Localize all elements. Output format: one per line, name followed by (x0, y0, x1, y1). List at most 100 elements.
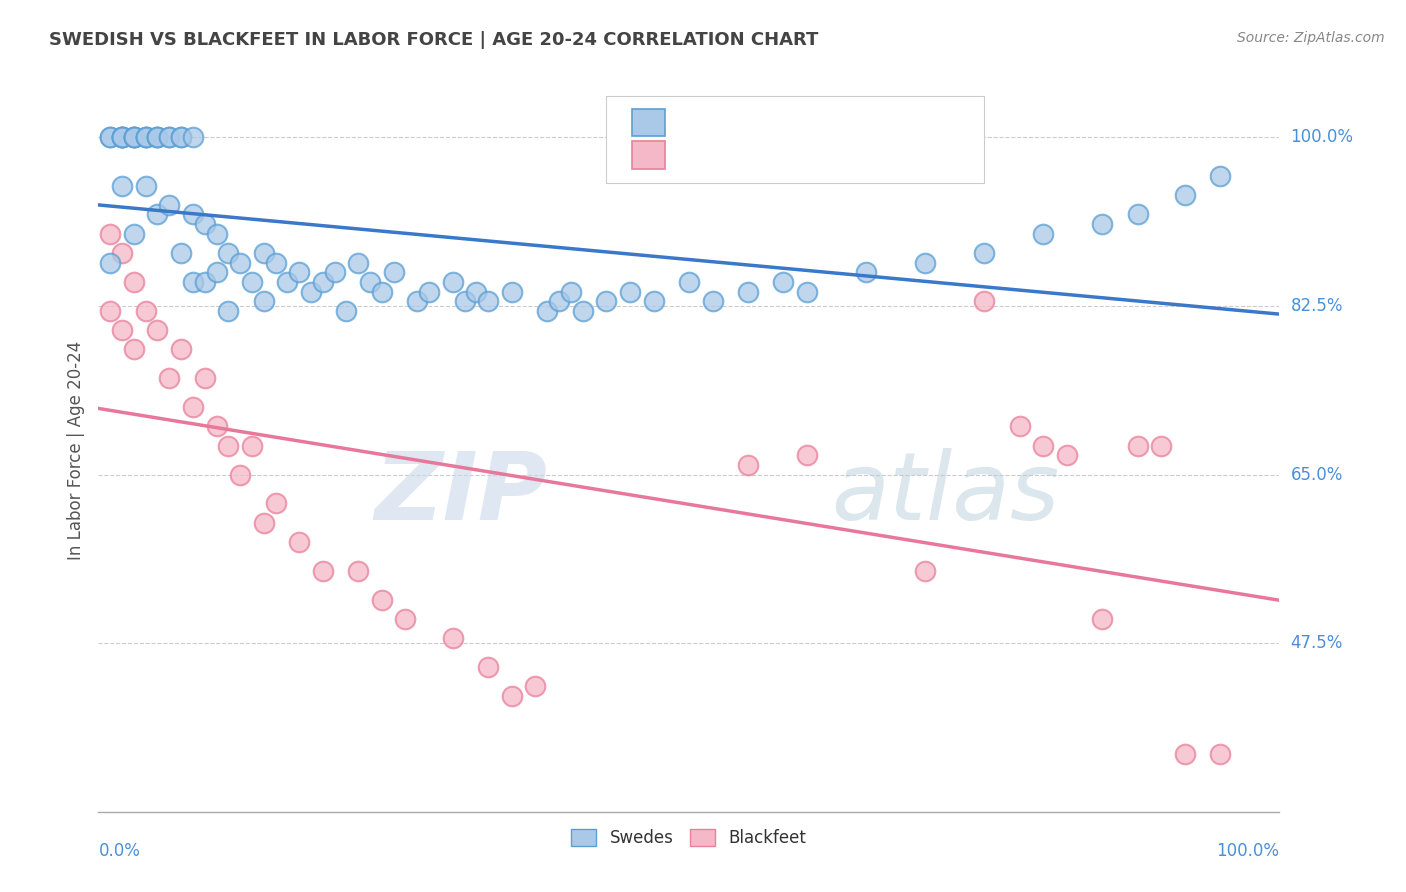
Point (194, 217, 217, 231)
Point (122, 343, 145, 357)
Point (135, 303, 157, 318)
Point (146, 323, 169, 337)
Point (477, 660, 499, 674)
Point (181, 275, 204, 289)
Text: 100.0%: 100.0% (1216, 842, 1279, 860)
Point (371, 592, 394, 607)
Point (371, 285, 394, 299)
Text: 82.5%: 82.5% (1291, 297, 1343, 315)
Point (737, 285, 759, 299)
Point (465, 285, 488, 299)
Point (157, 371, 180, 385)
Point (135, 130, 157, 145)
Text: 65.0%: 65.0% (1291, 466, 1343, 483)
Point (973, 294, 995, 309)
Point (1091, 612, 1114, 626)
Point (253, 516, 276, 530)
Point (253, 246, 276, 260)
Bar (633, 109, 665, 136)
Legend: Swedes, Blackfeet: Swedes, Blackfeet (565, 822, 813, 854)
Point (181, 207, 204, 221)
Point (1032, 227, 1054, 241)
Point (122, 227, 145, 241)
Point (217, 246, 239, 260)
Point (1174, 188, 1197, 202)
Point (524, 680, 547, 694)
Point (98, 130, 121, 145)
Point (205, 227, 228, 241)
Bar (633, 141, 665, 169)
Text: R =  0.550    N = 79: R = 0.550 N = 79 (679, 113, 876, 131)
Text: R = -0.430    N = 39: R = -0.430 N = 39 (679, 146, 877, 164)
Point (170, 246, 193, 260)
Point (135, 130, 157, 145)
Point (347, 564, 370, 578)
Point (194, 371, 217, 385)
Point (98, 227, 121, 241)
Point (205, 265, 228, 279)
Text: Source: ZipAtlas.com: Source: ZipAtlas.com (1237, 31, 1385, 45)
Point (111, 178, 134, 193)
Point (98, 255, 121, 269)
Point (737, 458, 759, 472)
Point (194, 275, 217, 289)
Point (1091, 217, 1114, 231)
Point (122, 130, 145, 145)
Point (229, 255, 252, 269)
Point (548, 294, 571, 309)
Point (229, 467, 252, 482)
Point (135, 178, 157, 193)
Point (441, 632, 464, 646)
Y-axis label: In Labor Force | Age 20-24: In Labor Force | Age 20-24 (66, 341, 84, 560)
Point (111, 130, 134, 145)
Point (571, 303, 593, 318)
Point (1174, 747, 1197, 761)
Point (914, 564, 936, 578)
Point (1032, 439, 1054, 453)
Point (146, 207, 169, 221)
Point (98, 303, 121, 318)
Point (619, 285, 641, 299)
Text: ZIP: ZIP (374, 448, 547, 540)
Point (347, 255, 370, 269)
Point (111, 130, 134, 145)
Point (536, 303, 558, 318)
Point (135, 130, 157, 145)
Point (253, 294, 276, 309)
Point (1126, 439, 1149, 453)
Point (406, 294, 429, 309)
Point (157, 130, 180, 145)
Point (264, 496, 287, 510)
Point (418, 285, 440, 299)
Point (170, 343, 193, 357)
Point (157, 130, 180, 145)
FancyBboxPatch shape (606, 96, 984, 183)
Point (595, 294, 617, 309)
Point (264, 255, 287, 269)
Point (1209, 747, 1232, 761)
Point (111, 130, 134, 145)
Point (560, 285, 582, 299)
Text: SWEDISH VS BLACKFEET IN LABOR FORCE | AGE 20-24 CORRELATION CHART: SWEDISH VS BLACKFEET IN LABOR FORCE | AG… (49, 31, 818, 49)
Point (702, 294, 724, 309)
Point (240, 439, 263, 453)
Point (394, 612, 416, 626)
Point (359, 275, 381, 289)
Point (122, 275, 145, 289)
Point (453, 294, 475, 309)
Point (288, 265, 311, 279)
Text: 47.5%: 47.5% (1291, 634, 1343, 652)
Point (240, 275, 263, 289)
Point (217, 439, 239, 453)
Point (382, 265, 405, 279)
Point (441, 275, 464, 289)
Point (312, 564, 335, 578)
Point (111, 246, 134, 260)
Point (643, 294, 665, 309)
Text: 0.0%: 0.0% (98, 842, 141, 860)
Point (288, 535, 311, 549)
Point (796, 448, 818, 462)
Point (276, 275, 298, 289)
Point (312, 275, 335, 289)
Point (217, 303, 239, 318)
